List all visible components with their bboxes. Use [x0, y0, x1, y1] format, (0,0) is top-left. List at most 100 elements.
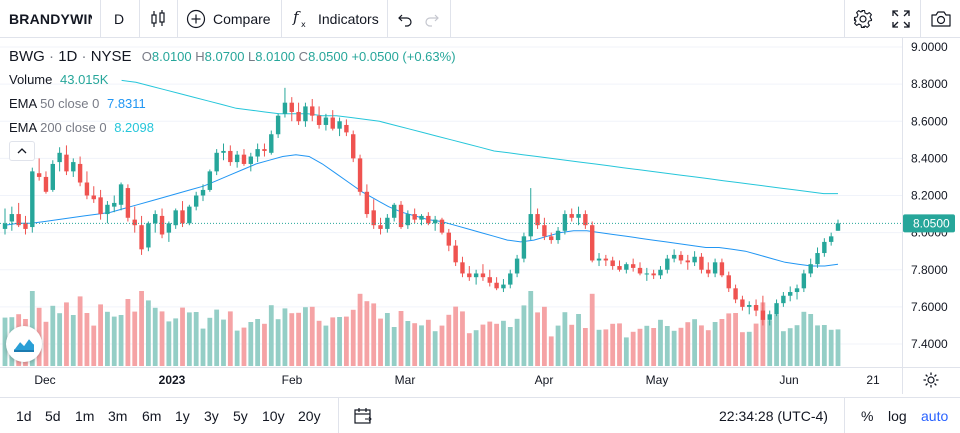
symbol-search[interactable]: BRANDYWINE — [9, 10, 92, 27]
volume-bar — [439, 325, 445, 366]
legend-ema50[interactable]: EMA 50 close 0 7.8311 — [9, 96, 146, 111]
candle-body — [248, 156, 254, 164]
range-10y[interactable]: 10y — [262, 407, 285, 424]
candle-body — [828, 236, 834, 242]
range-6m[interactable]: 6m — [142, 407, 162, 424]
volume-bar — [357, 293, 363, 366]
candle-body — [726, 275, 731, 289]
legend-interval: 1D — [58, 48, 78, 65]
indicators-label: Indicators — [318, 10, 379, 27]
range-3y[interactable]: 3y — [204, 407, 219, 424]
candle-body — [712, 262, 718, 274]
volume-bar — [64, 302, 69, 366]
range-5d[interactable]: 5d — [45, 407, 61, 424]
candle-body — [187, 206, 192, 224]
chart-area[interactable]: 9.0000 8.8000 8.6000 8.4000 8.2000 8.0000 7.80… — [0, 38, 960, 394]
volume-bar — [712, 322, 718, 366]
volume-bar — [384, 313, 390, 366]
candle-body — [43, 176, 49, 192]
candle-body — [234, 154, 240, 163]
compare-button[interactable]: Compare — [186, 0, 271, 37]
volume-bar — [671, 330, 677, 366]
legend-ema200[interactable]: EMA 200 close 0 8.2098 — [9, 120, 154, 135]
volume-bar — [644, 325, 650, 366]
toolbar-divider — [338, 398, 339, 433]
price-tick-label: 7.6000 — [911, 300, 948, 314]
volume-bar — [692, 319, 698, 366]
candle-body — [77, 163, 83, 183]
volume-bar — [658, 319, 663, 366]
legend-exchange: NYSE — [90, 48, 132, 65]
candle-body — [344, 124, 349, 133]
redo-button[interactable] — [424, 0, 440, 37]
time-axis[interactable]: Dec 2023 Feb Mar Apr May Jun 21 — [34, 373, 880, 387]
auto-scale-toggle[interactable]: auto — [921, 407, 949, 424]
volume-bar — [412, 323, 418, 366]
candle-body — [200, 189, 206, 196]
tradingview-logo[interactable] — [6, 326, 42, 362]
legend-collapse-button[interactable] — [9, 141, 35, 161]
chart-type-button[interactable] — [150, 0, 166, 37]
axis-settings-button[interactable] — [922, 371, 940, 389]
candle-body — [214, 152, 219, 172]
time-tick-label: Apr — [535, 373, 554, 387]
undo-button[interactable] — [397, 0, 413, 37]
open-key: O — [141, 49, 152, 64]
volume-bar — [432, 331, 438, 366]
candle-body — [398, 204, 404, 228]
clock-timezone[interactable]: 22:34:28 (UTC-4) — [719, 407, 828, 424]
volume-bar — [227, 311, 233, 366]
settings-button[interactable] — [853, 0, 873, 37]
candle-body — [685, 260, 690, 263]
volume-bar — [774, 314, 779, 366]
candle-body — [630, 264, 636, 268]
range-1d[interactable]: 1d — [16, 407, 32, 424]
candle-body — [71, 162, 76, 172]
legend-volume[interactable]: Volume 43.015K — [9, 72, 108, 87]
range-5y[interactable]: 5y — [233, 407, 248, 424]
low-key: L — [248, 49, 256, 64]
volume-bar — [309, 306, 315, 366]
price-axis[interactable]: 9.00008.80008.60008.40008.20008.00007.80… — [911, 40, 948, 351]
candle-body — [125, 188, 131, 218]
candle-body — [617, 266, 622, 270]
volume-bar — [330, 317, 336, 366]
price-chart[interactable]: 9.00008.80008.60008.40008.20008.00007.80… — [0, 38, 960, 394]
toolbar-divider — [281, 0, 282, 37]
range-1m[interactable]: 1m — [75, 407, 95, 424]
log-toggle[interactable]: log — [888, 407, 907, 424]
range-20y[interactable]: 20y — [298, 407, 321, 424]
candle-body — [555, 230, 561, 241]
candle-body — [426, 215, 431, 224]
candle-body — [98, 197, 103, 215]
time-tick-label: Feb — [282, 373, 303, 387]
candle-body — [719, 262, 725, 276]
go-to-date-button[interactable] — [353, 398, 373, 433]
volume-bar — [582, 328, 588, 366]
low-value: 8.0100 — [255, 49, 296, 64]
fullscreen-button[interactable] — [892, 0, 910, 37]
toolbar-divider — [844, 398, 845, 433]
volume-bar — [303, 307, 308, 366]
high-value: 8.0700 — [204, 49, 245, 64]
change-value: +0.0500 (+0.63%) — [351, 49, 456, 64]
range-3m[interactable]: 3m — [108, 407, 128, 424]
toolbar-divider — [450, 0, 451, 37]
candle-body — [371, 210, 376, 226]
chevron-up-icon — [16, 147, 28, 155]
volume-bar — [705, 330, 711, 366]
volume-bar — [364, 301, 370, 366]
volume-bar — [815, 325, 820, 366]
candle-body — [64, 154, 69, 172]
volume-bar — [603, 329, 609, 366]
candle-body — [542, 225, 547, 237]
interval-button[interactable]: D — [114, 10, 125, 27]
percent-toggle[interactable]: % — [861, 407, 874, 424]
candle-body — [166, 223, 172, 233]
volume-value: 43.015K — [60, 72, 109, 87]
volume-bar — [180, 307, 185, 366]
candle-body — [637, 267, 643, 274]
range-1y[interactable]: 1y — [175, 407, 190, 424]
screenshot-button[interactable] — [930, 0, 952, 37]
